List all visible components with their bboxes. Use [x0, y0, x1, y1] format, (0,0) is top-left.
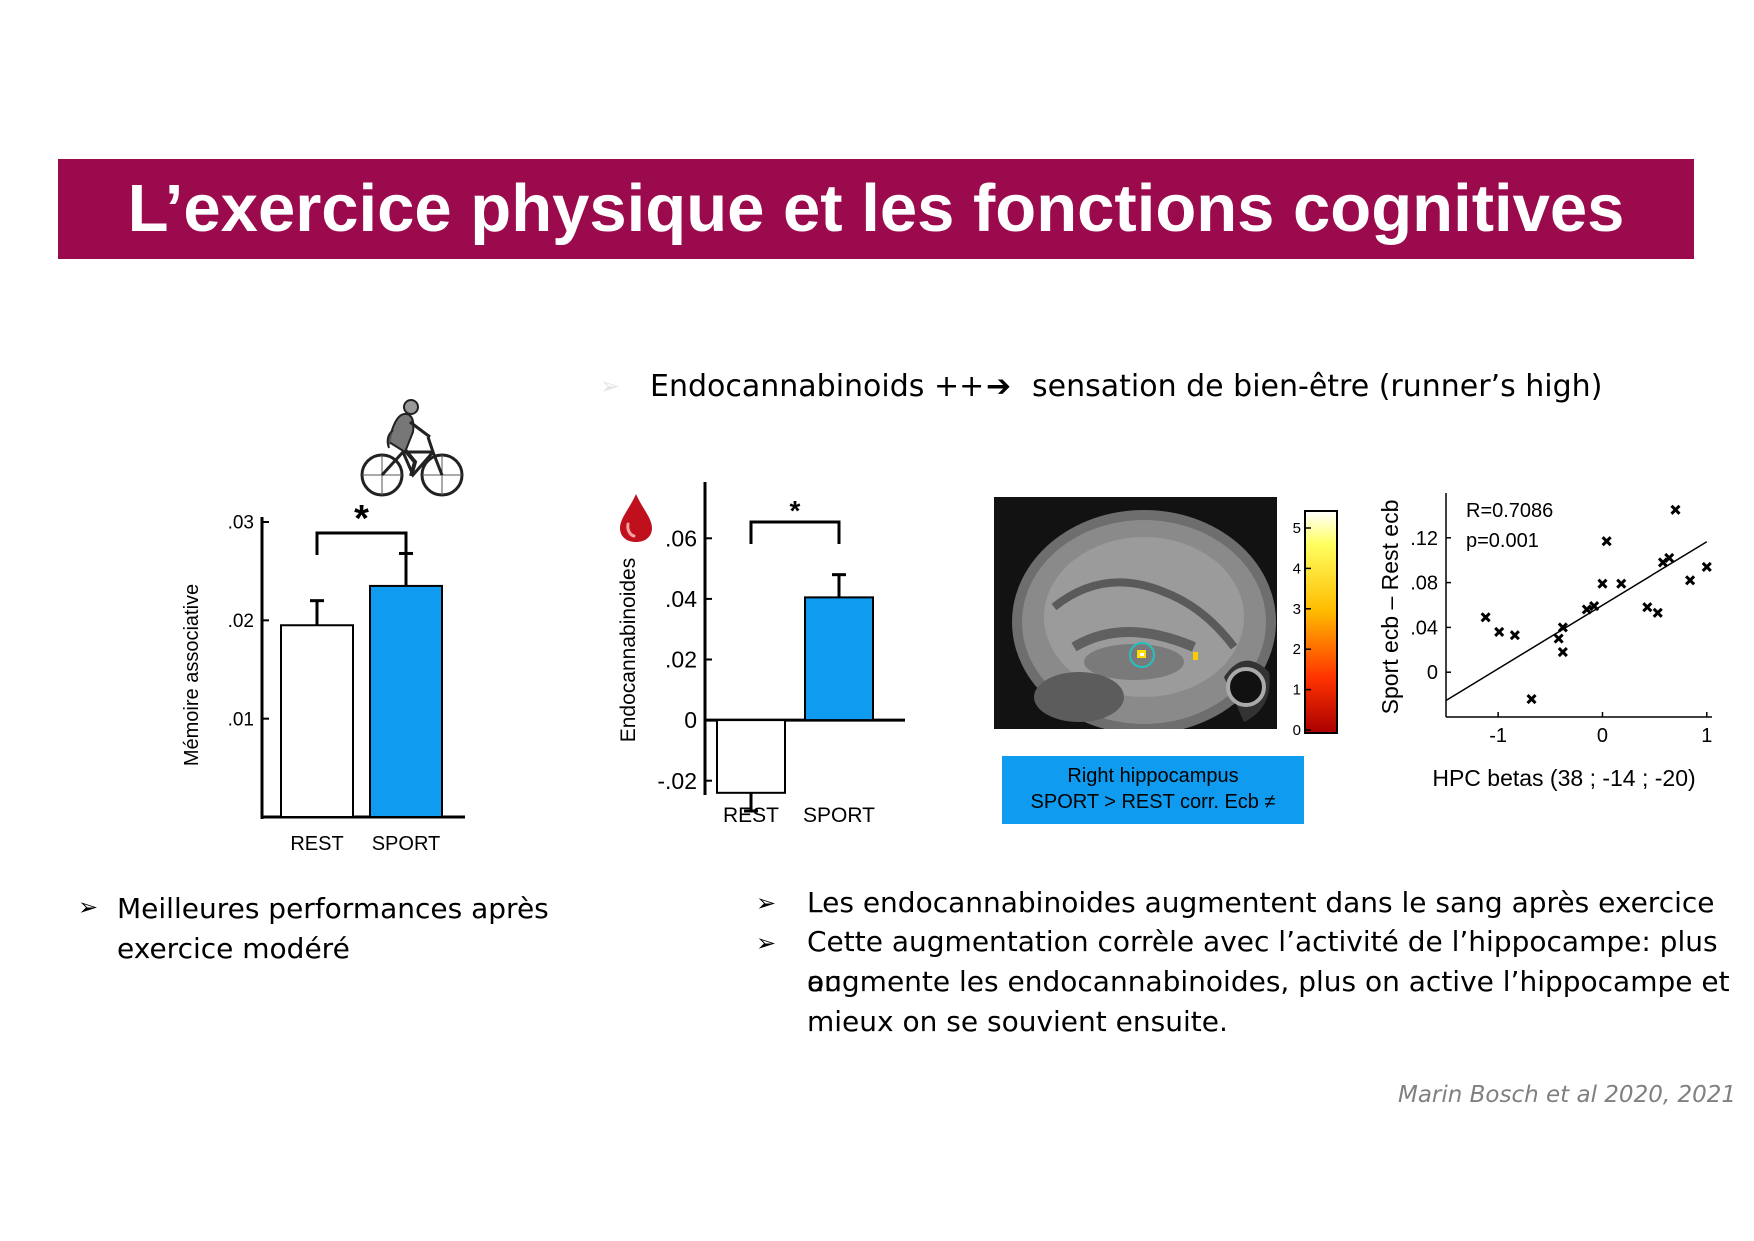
bar-rest [280, 624, 354, 818]
y-axis-label: Endocannabinoides [617, 558, 640, 743]
data-point [1664, 552, 1675, 564]
y-tick-label: .06 [665, 525, 697, 551]
x-tick-label: 1 [1701, 725, 1712, 747]
y-tick-label: .01 [228, 709, 254, 730]
title-banner [58, 159, 1694, 259]
cyclist-icon [360, 399, 464, 497]
right-bullet-1: Les endocannabinoides augmentent dans le… [807, 886, 1715, 919]
arrow-right-icon: ➔ [986, 369, 1012, 404]
significance-star: * [790, 495, 801, 526]
x-tick-label: SPORT [803, 804, 875, 827]
x-tick-label: SPORT [372, 833, 441, 855]
x-axis-label: HPC betas (38 ; -14 ; -20) [1432, 765, 1695, 791]
data-point [1526, 694, 1537, 705]
chart-scatter: 0 .04 .08 .12 -1 0 1 R=0.7086 p=0.001 HPC betas (… [1377, 493, 1712, 791]
colorbar-tick-label: 2 [1293, 641, 1301, 658]
data-point [1597, 578, 1608, 589]
bullet-arrow-icon: ➢ [756, 929, 777, 957]
y-tick-label: 0 [684, 707, 697, 733]
y-tick-label: .02 [665, 647, 697, 673]
colorbar-tick-label: 1 [1293, 682, 1301, 699]
bar-rest [716, 719, 786, 794]
y-tick-label: .12 [1410, 528, 1438, 550]
bar-sport [369, 584, 443, 818]
colorbar-tick-label: 3 [1293, 601, 1301, 618]
colorbar: 5 4 3 2 1 0 [1293, 510, 1338, 738]
data-point [1557, 646, 1568, 658]
brain-caption-line2: SPORT > REST corr. Ecb ≠ [1030, 791, 1276, 813]
chart-memoire: .01 .02 .03 REST SPORT * Mémoire associative [181, 498, 465, 855]
data-point [1685, 575, 1696, 586]
colorbar-tick-label: 4 [1293, 560, 1301, 577]
right-bullet-2-line2: augmente les endocannabinoides, plus on … [807, 965, 1730, 998]
chart-endocannabinoides: -.02 0 .02 .04 .06 REST SPORT * Endocannabinoide… [617, 482, 905, 827]
data-point [1509, 630, 1520, 641]
right-bullet-2-line1: Cette augmentation corrèle avec l’activi… [807, 925, 1718, 998]
top-heading-left: Endocannabinoids ++ [650, 369, 985, 404]
data-point [1553, 633, 1564, 644]
data-point [1589, 601, 1600, 612]
significance-bracket [315, 531, 408, 555]
blood-drop-icon [620, 494, 652, 542]
left-bullet-line2: exercice modéré [117, 932, 350, 965]
bullet-arrow-icon: ➢ [756, 889, 777, 917]
x-tick-label: 0 [1597, 725, 1608, 747]
y-tick-label: -.02 [657, 768, 697, 794]
data-point [1670, 504, 1681, 515]
y-tick-label: .08 [1410, 573, 1438, 595]
left-bullet-line1: Meilleures performances après [117, 892, 549, 925]
colorbar-tick-label: 0 [1293, 722, 1301, 738]
data-point [1480, 612, 1491, 623]
y-tick-label: .04 [665, 586, 697, 612]
brain-caption: Right hippocampus SPORT > REST corr. Ecb… [1002, 756, 1304, 824]
stat-annotation-p: p=0.001 [1466, 530, 1539, 552]
bullet-arrow-icon: ➢ [78, 893, 99, 921]
y-axis-label: Mémoire associative [181, 584, 203, 766]
data-point [1642, 602, 1653, 613]
brain-caption-line1: Right hippocampus [1067, 765, 1239, 787]
data-point [1557, 622, 1568, 633]
significance-bracket [749, 520, 841, 544]
stat-annotation-r: R=0.7086 [1466, 500, 1553, 522]
heading-bullet-icon: ➢ [600, 372, 621, 400]
x-tick-label: REST [290, 833, 343, 855]
data-point [1494, 626, 1505, 637]
y-tick-label: .04 [1410, 617, 1438, 639]
right-bullet-2-line3: mieux on se souvient ensuite. [807, 1005, 1228, 1038]
bar-sport [804, 596, 874, 722]
data-point [1701, 561, 1712, 572]
brain-mri-image [994, 497, 1277, 729]
data-point [1652, 607, 1663, 618]
x-tick-label: -1 [1489, 725, 1507, 747]
x-tick-label: REST [723, 804, 779, 827]
y-tick-label: .02 [228, 611, 254, 632]
slide-title: L’exercice physique et les fonctions cog… [127, 171, 1625, 246]
y-tick-label: 0 [1427, 662, 1438, 684]
top-heading-right: sensation de bien-être (runner’s high) [1032, 369, 1603, 404]
significance-star: * [354, 498, 369, 540]
y-axis-label: Sport ecb – Rest ecb [1377, 500, 1403, 715]
fit-line [1445, 541, 1708, 702]
data-point [1616, 578, 1627, 589]
data-point [1601, 536, 1612, 547]
data-point [1581, 604, 1592, 615]
citation: Marin Bosch et al 2020, 2021 [1397, 1082, 1736, 1108]
colorbar-tick-label: 5 [1293, 520, 1301, 537]
y-tick-label: .03 [228, 513, 254, 534]
